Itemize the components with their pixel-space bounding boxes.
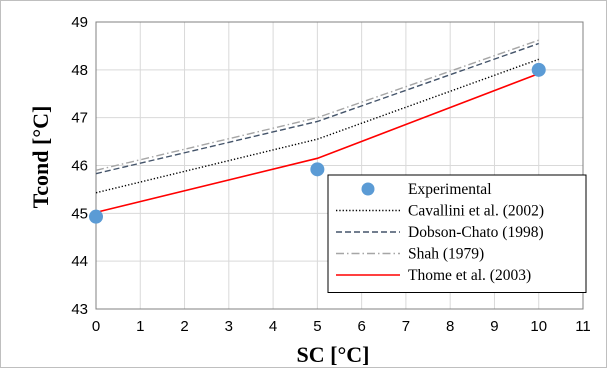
x-tick-label: 7: [402, 318, 410, 335]
x-tick-label: 2: [180, 318, 188, 335]
legend-label: Thome et al. (2003): [408, 267, 531, 284]
series-line: [95, 72, 540, 214]
x-tick-label: 0: [92, 318, 100, 335]
x-tick-label: 10: [530, 318, 547, 335]
series-line: [95, 58, 539, 194]
x-axis-ticks: 0 1 2 3 4 5 6 7 8 9 10 11: [92, 318, 591, 335]
plot-area-border: [95, 21, 584, 310]
x-tick-label: 9: [490, 318, 498, 335]
series-layer: [89, 39, 546, 224]
series-line: [95, 42, 539, 175]
x-tick-label: 3: [225, 318, 233, 335]
data-point: [89, 209, 103, 224]
legend-label: Dobson-Chato (1998): [408, 224, 544, 241]
legend-marker: [361, 182, 375, 196]
y-tick-label: 44: [71, 253, 88, 270]
y-tick-label: 48: [71, 62, 88, 79]
x-tick-label: 11: [575, 318, 591, 335]
y-tick-label: 43: [71, 301, 88, 318]
y-axis-title: Tcond [°C]: [28, 106, 53, 209]
y-axis-ticks: 43 44 45 46 47 48 49: [71, 14, 88, 318]
x-tick-label: 4: [269, 318, 277, 335]
x-tick-label: 5: [313, 318, 321, 335]
x-tick-label: 6: [357, 318, 365, 335]
legend: Experimental Cavallini et al. (2002) Dobso…: [327, 174, 587, 293]
legend-label: Experimental: [408, 181, 492, 198]
data-point: [531, 62, 546, 77]
x-tick-label: 8: [446, 318, 454, 335]
y-tick-label: 49: [71, 14, 88, 31]
x-tick-label: 1: [136, 318, 144, 335]
data-point: [310, 162, 325, 177]
y-tick-label: 45: [71, 205, 88, 222]
series-line: [95, 39, 539, 171]
legend-label: Shah (1979): [408, 246, 484, 263]
y-tick-label: 47: [71, 110, 88, 127]
x-axis-title: SC [°C]: [297, 342, 370, 367]
legend-label: Cavallini et al. (2002): [408, 203, 544, 220]
y-tick-label: 46: [71, 158, 88, 175]
